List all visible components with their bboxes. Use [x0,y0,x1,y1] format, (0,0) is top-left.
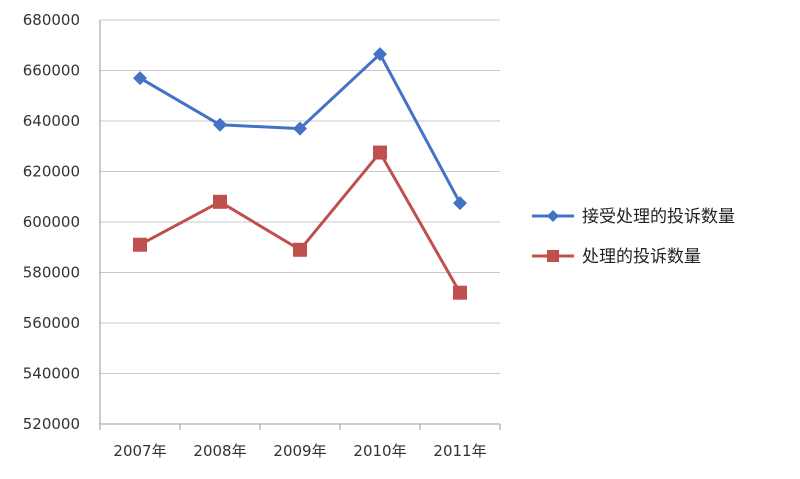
y-axis-tick-labels: 520000 540000 560000 580000 600000 620000 6400… [23,11,80,433]
series-2 [133,145,467,300]
legend-label: 处理的投诉数量 [582,247,701,267]
data-point-diamond [133,71,147,86]
y-tick-label: 640000 [23,112,80,130]
series-line [139,151,462,294]
x-tick-label: 2010年 [353,442,406,460]
grid-lines [100,19,500,374]
axes [99,20,501,430]
data-point-square [133,237,147,252]
x-axis-tick-labels: 2007年 2008年 2009年 2010年 2011年 [113,442,486,460]
legend-item: 接受处理的投诉数量 [532,207,735,227]
data-point-square [213,194,227,209]
legend-label: 接受处理的投诉数量 [582,207,735,227]
data-point-diamond [453,196,467,211]
data-point-diamond [213,117,227,132]
data-point-square [293,242,307,257]
x-tick-label: 2011年 [433,442,486,460]
y-tick-label: 540000 [23,365,80,383]
legend-item: 处理的投诉数量 [532,247,701,267]
y-tick-label: 560000 [23,314,80,332]
y-tick-label: 580000 [23,264,80,282]
series-1 [133,47,467,211]
x-tick-label: 2007年 [113,442,166,460]
series-group [133,47,467,300]
y-tick-label: 660000 [23,62,80,80]
data-point-diamond [373,47,387,62]
data-point-diamond [293,121,307,136]
y-tick-label: 520000 [23,415,80,433]
data-point-square [547,250,559,262]
y-tick-label: 680000 [23,11,80,29]
data-point-square [373,145,387,160]
y-tick-label: 600000 [23,213,80,231]
data-point-diamond [547,210,559,222]
x-tick-label: 2008年 [193,442,246,460]
data-point-square [453,285,467,300]
x-tick-label: 2009年 [273,442,326,460]
y-tick-label: 620000 [23,163,80,181]
